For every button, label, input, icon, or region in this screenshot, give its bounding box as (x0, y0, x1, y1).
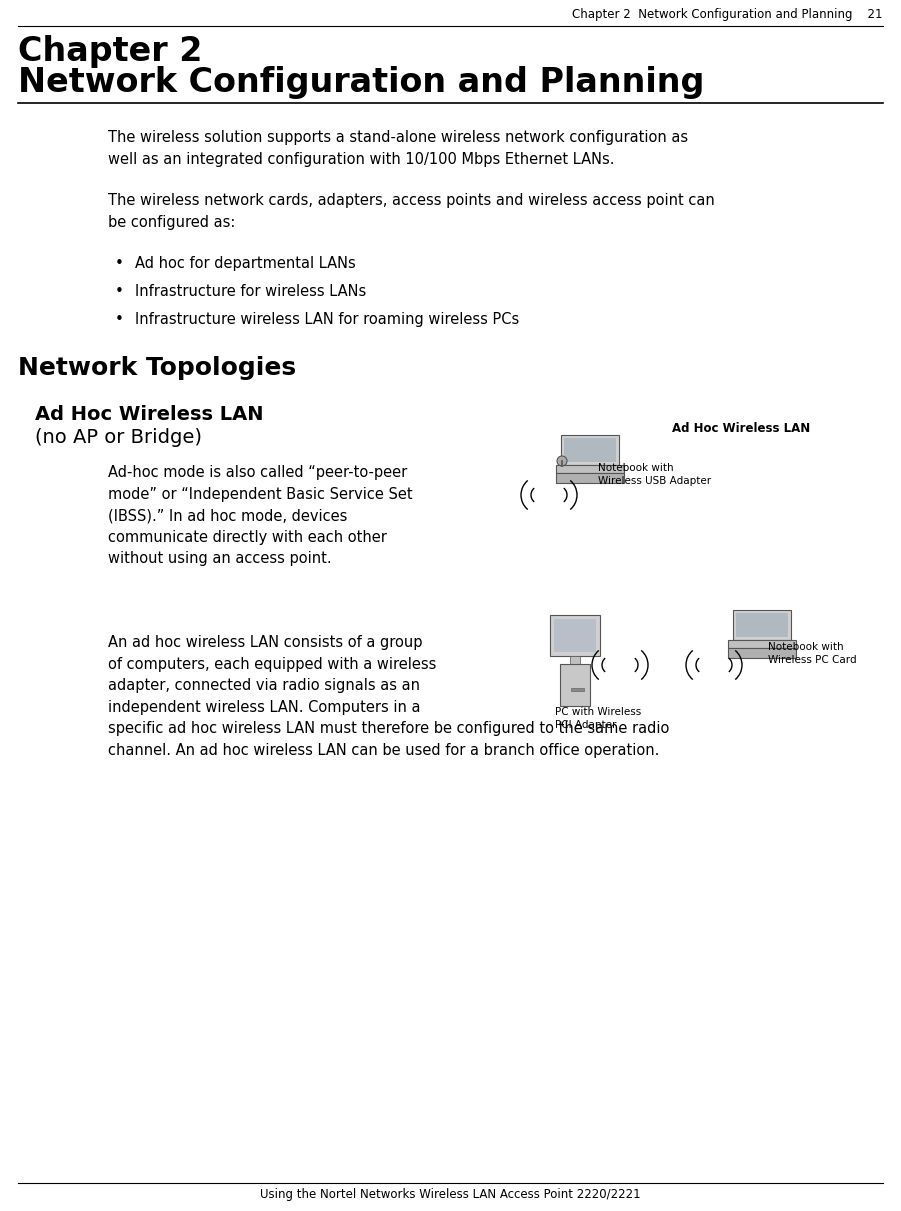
Text: PC with Wireless
PCI Adapter: PC with Wireless PCI Adapter (555, 707, 642, 730)
FancyBboxPatch shape (561, 435, 619, 465)
FancyBboxPatch shape (550, 615, 600, 656)
Text: Ad Hoc Wireless LAN: Ad Hoc Wireless LAN (672, 421, 810, 435)
FancyBboxPatch shape (570, 656, 580, 665)
FancyBboxPatch shape (728, 648, 796, 658)
Text: Infrastructure for wireless LANs: Infrastructure for wireless LANs (135, 285, 366, 299)
Text: Chapter 2: Chapter 2 (18, 35, 203, 68)
Text: Infrastructure wireless LAN for roaming wireless PCs: Infrastructure wireless LAN for roaming … (135, 312, 519, 327)
Text: Using the Nortel Networks Wireless LAN Access Point 2220/2221: Using the Nortel Networks Wireless LAN A… (259, 1188, 641, 1201)
Text: Notebook with
Wireless USB Adapter: Notebook with Wireless USB Adapter (598, 463, 711, 486)
FancyBboxPatch shape (733, 610, 791, 639)
Text: An ad hoc wireless LAN consists of a group
of computers, each equipped with a wi: An ad hoc wireless LAN consists of a gro… (108, 635, 669, 758)
FancyBboxPatch shape (570, 688, 584, 691)
Text: •: • (115, 285, 123, 299)
Text: Ad-hoc mode is also called “peer-to-peer
mode” or “Independent Basic Service Set: Ad-hoc mode is also called “peer-to-peer… (108, 465, 413, 567)
Text: Ad hoc for departmental LANs: Ad hoc for departmental LANs (135, 256, 356, 271)
Text: Network Topologies: Network Topologies (18, 356, 296, 380)
Circle shape (557, 457, 567, 466)
FancyBboxPatch shape (553, 619, 596, 653)
Text: •: • (115, 256, 123, 271)
FancyBboxPatch shape (728, 639, 796, 648)
Text: Network Configuration and Planning: Network Configuration and Planning (18, 67, 705, 99)
Text: Ad Hoc Wireless LAN: Ad Hoc Wireless LAN (35, 404, 263, 424)
Text: The wireless solution supports a stand-alone wireless network configuration as
w: The wireless solution supports a stand-a… (108, 130, 688, 167)
FancyBboxPatch shape (560, 665, 590, 706)
Text: •: • (115, 312, 123, 327)
FancyBboxPatch shape (736, 613, 787, 637)
Text: (no AP or Bridge): (no AP or Bridge) (35, 427, 202, 447)
FancyBboxPatch shape (556, 474, 624, 483)
Text: Chapter 2  Network Configuration and Planning    21: Chapter 2 Network Configuration and Plan… (572, 8, 883, 21)
Text: The wireless network cards, adapters, access points and wireless access point ca: The wireless network cards, adapters, ac… (108, 193, 714, 230)
Text: Notebook with
Wireless PC Card: Notebook with Wireless PC Card (768, 642, 857, 665)
FancyBboxPatch shape (556, 465, 624, 474)
FancyBboxPatch shape (564, 438, 616, 461)
